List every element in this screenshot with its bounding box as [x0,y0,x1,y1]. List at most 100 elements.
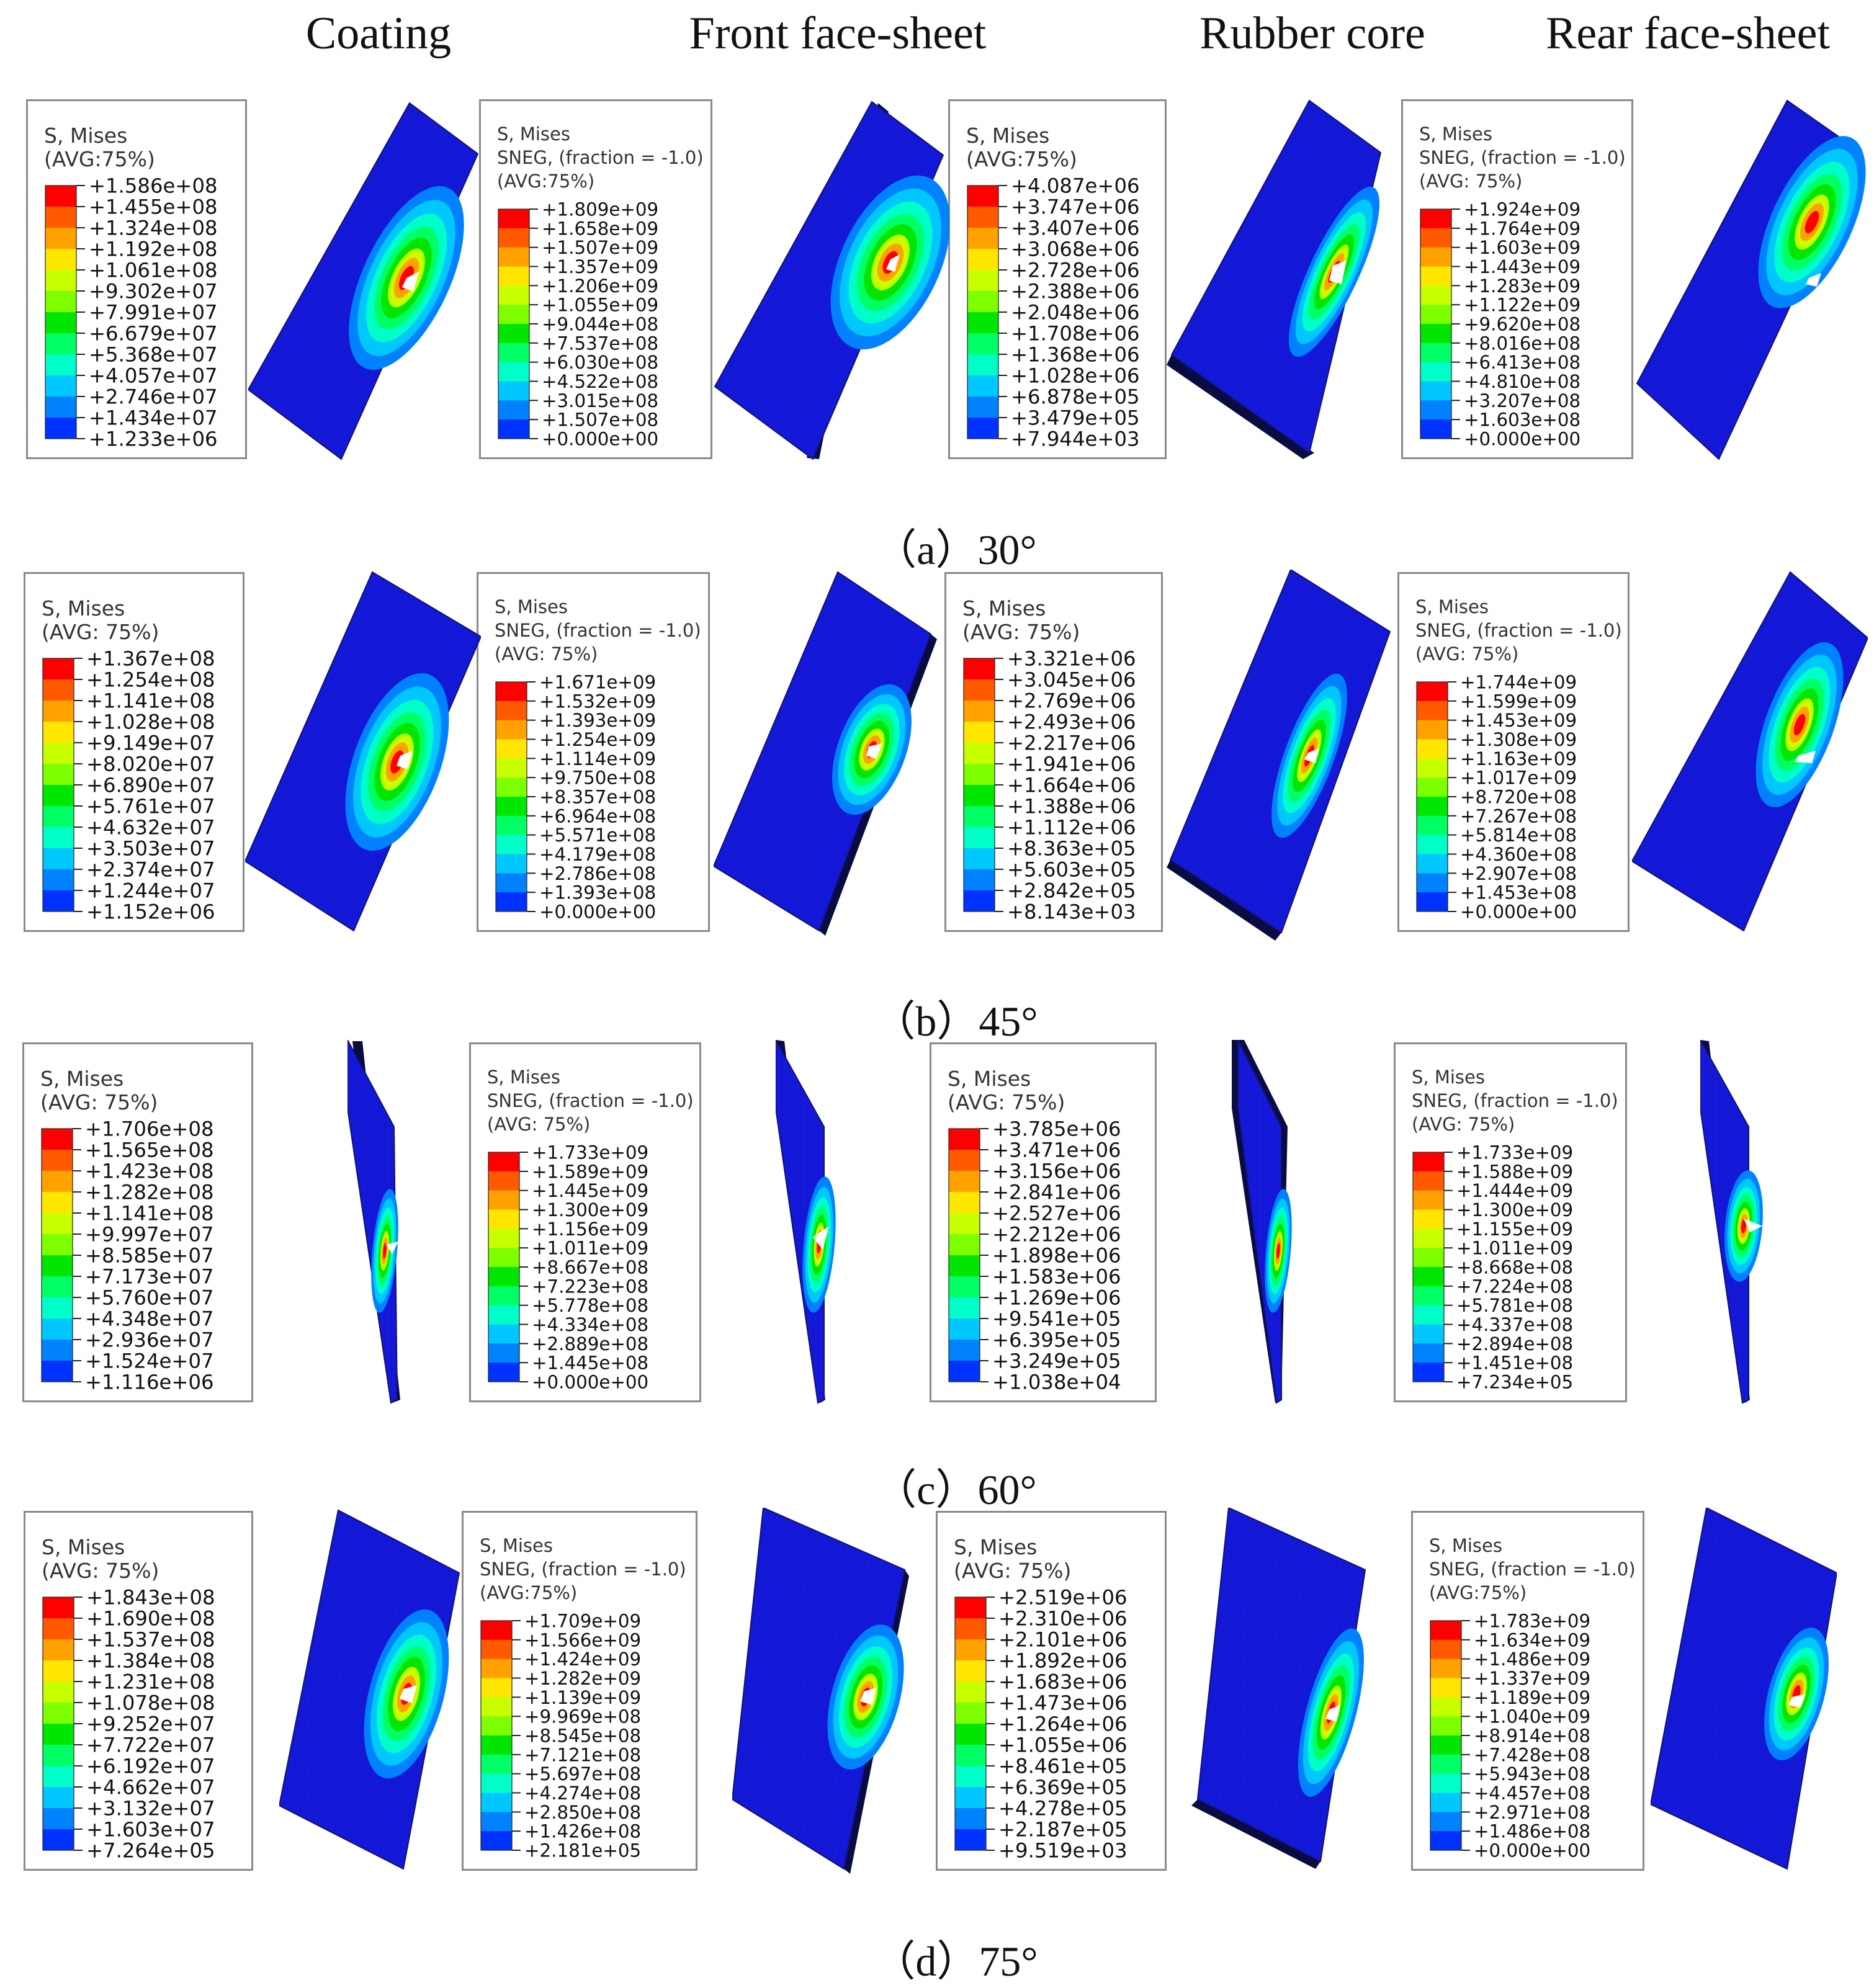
colorbar-tick-label: +6.964e+08 [539,805,656,826]
plate-front-face-sheet-60 [775,1037,875,1408]
colorbar-band [964,658,995,680]
colorbar-tick-label: +5.814e+08 [1460,825,1577,846]
colorbar-band [1430,1735,1461,1755]
plate-mesh [347,1040,397,1403]
colorbar-tick-label: +5.781e+08 [1456,1295,1573,1316]
colorbar-band [1420,247,1451,267]
colorbar-tick-label: +8.461e+05 [998,1755,1128,1778]
colorbar: +2.519e+06+2.310e+06+2.101e+06+1.892e+06… [954,1586,1128,1863]
colorbar: +1.709e+09+1.566e+09+1.424e+09+1.282e+09… [480,1611,641,1861]
perforation-hole [1795,751,1816,763]
colorbar-band [488,1267,519,1287]
colorbar-tick-label: +1.112e+06 [1007,816,1136,840]
colorbar-band [498,285,529,305]
colorbar-tick-label: +2.841e+06 [992,1181,1121,1204]
legend-title-line: S, Mises [42,1535,125,1559]
colorbar-tick-label: +3.785e+06 [992,1117,1121,1141]
perforation-hole [866,743,882,759]
colorbar-band [498,266,529,286]
colorbar-band [1420,209,1451,229]
colorbar-band [1413,1267,1444,1287]
perforation-hole [1806,273,1821,287]
colorbar-band [43,679,74,701]
stress-contour-band [1805,210,1819,234]
colorbar-tick-label: +1.658e+09 [542,218,658,239]
legend-coating-row-4: S, Mises (AVG: 75%) +1.843e+08 +1.690e+08 +1… [24,1511,253,1871]
colorbar-tick-label: +2.527e+06 [992,1202,1121,1225]
colorbar: +1.783e+09+1.634e+09+1.486e+09+1.337e+09… [1430,1611,1590,1861]
colorbar-tick-label: +0.000e+00 [1474,1840,1590,1861]
colorbar-tick-label: +4.348e+07 [85,1307,214,1331]
colorbar-tick-label: +2.310e+06 [998,1607,1128,1631]
plate-mesh [714,572,931,931]
colorbar-tick-label: +2.101e+06 [998,1628,1128,1652]
plate-rubber-core-75 [1191,1507,1378,1883]
colorbar-band [964,785,995,807]
legend-title-line: (AVG:75%) [1429,1582,1527,1603]
colorbar-tick-label: +1.152e+06 [86,900,215,924]
colorbar-tick-label: +4.087e+06 [1011,174,1140,198]
colorbar-band [42,1297,73,1319]
colorbar-band [488,1305,519,1325]
colorbar-band [488,1171,519,1191]
colorbar-tick-label: +1.733e+09 [532,1142,648,1163]
colorbar-tick-label: +2.374e+07 [86,858,215,882]
colorbar-band [1420,362,1451,382]
colorbar-band [1413,1305,1444,1325]
colorbar-tick-label: +7.537e+08 [542,333,658,354]
colorbar-band [481,1639,512,1660]
colorbar-band [1417,854,1448,874]
colorbar-band [481,1716,512,1736]
colorbar-band [964,743,995,764]
legend-title-line: (AVG: 75%) [40,1090,158,1114]
legend-rubber-core-row-2: S, Mises (AVG: 75%) +3.321e+06 +3.045e+06 +2… [944,572,1163,932]
colorbar-band [42,1171,73,1193]
legend-title-line: (AVG: 75%) [954,1559,1072,1583]
colorbar-band [1413,1190,1444,1210]
colorbar-band [964,806,995,828]
colorbar-tick-label: +6.413e+08 [1464,352,1580,373]
colorbar-tick-label: +7.224e+08 [1456,1276,1573,1297]
plate-coating-30 [247,98,484,473]
colorbar-band [964,827,995,849]
colorbar-tick-label: +1.393e+08 [539,882,656,903]
colorbar-tick-label: +1.264e+06 [998,1713,1128,1736]
colorbar-tick-label: +1.139e+09 [524,1687,641,1708]
colorbar-tick-label: +1.603e+09 [1464,237,1580,258]
colorbar-tick-label: +8.667e+08 [532,1257,648,1278]
colorbar-tick-label: +1.426e+08 [524,1821,641,1842]
colorbar-band [43,890,74,912]
plate-mesh [1238,1040,1281,1403]
colorbar-tick-label: +0.000e+00 [539,902,656,923]
colorbar: +1.367e+08+1.254e+08+1.141e+08+1.028e+08… [42,647,215,924]
colorbar-tick-label: +1.453e+09 [1460,710,1577,731]
colorbar-tick-label: +4.179e+08 [539,844,656,865]
colorbar-band [45,270,76,292]
colorbar-tick-label: +1.708e+06 [1011,322,1140,346]
colorbar-band [1417,758,1448,778]
colorbar-tick-label: +3.015e+08 [542,390,658,411]
colorbar-band [1413,1229,1444,1248]
legend-coating-row-2: S, Mises (AVG: 75%) +1.367e+08 +1.254e+08 +1… [24,572,244,932]
colorbar-tick-label: +1.384e+08 [86,1649,215,1673]
colorbar-tick-label: +4.522e+08 [542,371,658,392]
colorbar-band [496,739,527,759]
colorbar-band [949,1213,980,1235]
colorbar-tick-label: +3.747e+06 [1011,195,1140,219]
colorbar-band [964,890,995,912]
colorbar-tick-label: +2.786e+08 [539,863,656,884]
colorbar-band [955,1660,986,1682]
colorbar: +1.924e+09+1.764e+09+1.603e+09+1.443e+09… [1420,199,1580,450]
legend-title-line: SNEG, (fraction = -1.0) [1419,147,1626,168]
colorbar-tick-label: +2.388e+06 [1011,280,1140,303]
row-caption-a: （a）30° [874,526,1037,573]
colorbar-band [964,764,995,786]
colorbar-band [496,701,527,721]
colorbar-tick-label: +2.842e+05 [1007,879,1136,903]
colorbar-band [1413,1286,1444,1306]
colorbar-tick-label: +3.132e+07 [86,1797,215,1820]
colorbar-band [42,1213,73,1235]
colorbar-band [43,722,74,743]
legend-title-line: SNEG, (fraction = -1.0) [497,147,704,168]
colorbar-tick-label: +7.234e+05 [1456,1372,1573,1393]
